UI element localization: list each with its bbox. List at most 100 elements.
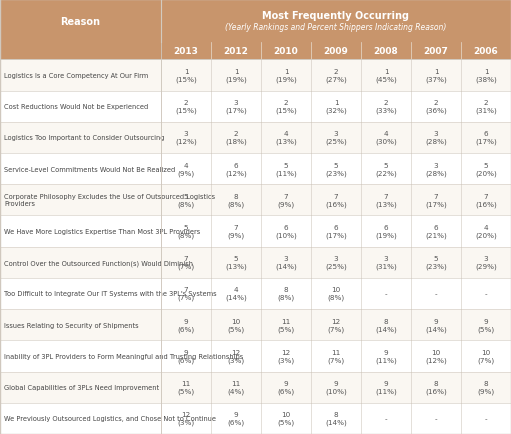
- Text: Control Over the Outsourced Function(s) Would Diminish: Control Over the Outsourced Function(s) …: [4, 260, 193, 266]
- Bar: [311, 216, 361, 247]
- Bar: [461, 247, 511, 278]
- Bar: [211, 122, 261, 154]
- Text: 3
(25%): 3 (25%): [325, 256, 347, 270]
- Text: 11
(7%): 11 (7%): [328, 349, 344, 363]
- Text: 4
(13%): 4 (13%): [275, 131, 297, 145]
- Text: -: -: [385, 291, 387, 297]
- Text: 10
(5%): 10 (5%): [277, 411, 294, 425]
- Bar: [411, 185, 461, 216]
- Text: 6
(17%): 6 (17%): [325, 224, 347, 239]
- Text: 12
(3%): 12 (3%): [177, 411, 195, 425]
- Text: 6
(17%): 6 (17%): [475, 131, 497, 145]
- Text: 3
(25%): 3 (25%): [325, 131, 347, 145]
- Text: 8
(8%): 8 (8%): [277, 287, 294, 301]
- Text: 7
(7%): 7 (7%): [177, 256, 195, 270]
- Text: 2006: 2006: [474, 47, 498, 56]
- Bar: [211, 154, 261, 185]
- Text: (Yearly Rankings and Percent Shippers Indicating Reason): (Yearly Rankings and Percent Shippers In…: [225, 23, 447, 32]
- Text: 9
(14%): 9 (14%): [425, 318, 447, 332]
- Bar: [261, 278, 311, 309]
- Text: 5
(23%): 5 (23%): [425, 256, 447, 270]
- Bar: [411, 154, 461, 185]
- Text: 4
(20%): 4 (20%): [475, 224, 497, 239]
- Text: 9
(6%): 9 (6%): [177, 318, 195, 332]
- Text: Global Capabilities of 3PLs Need Improvement: Global Capabilities of 3PLs Need Improve…: [4, 384, 159, 390]
- Bar: [211, 247, 261, 278]
- Text: Logistics Is a Core Competency At Our Firm: Logistics Is a Core Competency At Our Fi…: [4, 73, 148, 79]
- Bar: [261, 154, 311, 185]
- Text: 2
(15%): 2 (15%): [175, 100, 197, 114]
- Text: 12
(7%): 12 (7%): [328, 318, 344, 332]
- Bar: [211, 43, 261, 60]
- Text: 1
(37%): 1 (37%): [425, 69, 447, 83]
- Text: 6
(10%): 6 (10%): [275, 224, 297, 239]
- Bar: [461, 372, 511, 403]
- Text: 10
(12%): 10 (12%): [425, 349, 447, 363]
- Text: 9
(11%): 9 (11%): [375, 380, 397, 394]
- Bar: [311, 43, 361, 60]
- Bar: [311, 403, 361, 434]
- Bar: [311, 247, 361, 278]
- Bar: [161, 247, 211, 278]
- Bar: [0, 247, 161, 278]
- Bar: [0, 91, 161, 122]
- Text: 12
(3%): 12 (3%): [277, 349, 294, 363]
- Bar: [361, 122, 411, 154]
- Bar: [0, 43, 161, 60]
- Bar: [161, 122, 211, 154]
- Bar: [361, 247, 411, 278]
- Bar: [361, 341, 411, 372]
- Text: 3
(12%): 3 (12%): [175, 131, 197, 145]
- Bar: [161, 278, 211, 309]
- Bar: [161, 403, 211, 434]
- Text: 7
(9%): 7 (9%): [227, 224, 245, 239]
- Text: 7
(17%): 7 (17%): [425, 194, 447, 207]
- Text: 5
(11%): 5 (11%): [275, 162, 297, 176]
- Text: Corporate Philosophy Excludes the Use of Outsourced Logistics
Providers: Corporate Philosophy Excludes the Use of…: [4, 194, 215, 207]
- Bar: [0, 372, 161, 403]
- Bar: [161, 309, 211, 341]
- Text: 11
(5%): 11 (5%): [277, 318, 294, 332]
- Text: -: -: [485, 291, 487, 297]
- Text: 9
(6%): 9 (6%): [227, 411, 245, 425]
- Text: 3
(31%): 3 (31%): [375, 256, 397, 270]
- Bar: [461, 278, 511, 309]
- Bar: [411, 60, 461, 91]
- Bar: [161, 91, 211, 122]
- Text: 2008: 2008: [374, 47, 399, 56]
- Bar: [361, 60, 411, 91]
- Bar: [311, 91, 361, 122]
- Bar: [461, 403, 511, 434]
- Text: 9
(5%): 9 (5%): [477, 318, 495, 332]
- Bar: [211, 185, 261, 216]
- Text: 4
(9%): 4 (9%): [177, 162, 195, 176]
- Text: 6
(19%): 6 (19%): [375, 224, 397, 239]
- Bar: [161, 372, 211, 403]
- Text: -: -: [385, 415, 387, 421]
- Text: 5
(22%): 5 (22%): [375, 162, 397, 176]
- Text: 3
(28%): 3 (28%): [425, 131, 447, 145]
- Text: 7
(16%): 7 (16%): [475, 194, 497, 207]
- Bar: [361, 309, 411, 341]
- Bar: [261, 91, 311, 122]
- Bar: [261, 403, 311, 434]
- Text: 2
(15%): 2 (15%): [275, 100, 297, 114]
- Bar: [261, 43, 311, 60]
- Text: 1
(19%): 1 (19%): [225, 69, 247, 83]
- Bar: [361, 278, 411, 309]
- Bar: [461, 60, 511, 91]
- Bar: [361, 216, 411, 247]
- Text: Inability of 3PL Providers to Form Meaningful and Trusting Relationships: Inability of 3PL Providers to Form Meani…: [4, 353, 243, 359]
- Text: 2
(36%): 2 (36%): [425, 100, 447, 114]
- Text: -: -: [435, 415, 437, 421]
- Bar: [461, 216, 511, 247]
- Text: 1
(32%): 1 (32%): [325, 100, 347, 114]
- Bar: [411, 122, 461, 154]
- Text: Cost Reductions Would Not be Experienced: Cost Reductions Would Not be Experienced: [4, 104, 148, 110]
- Text: 5
(20%): 5 (20%): [475, 162, 497, 176]
- Text: 11
(5%): 11 (5%): [177, 380, 195, 394]
- Bar: [211, 341, 261, 372]
- Bar: [461, 309, 511, 341]
- Bar: [311, 309, 361, 341]
- Bar: [261, 341, 311, 372]
